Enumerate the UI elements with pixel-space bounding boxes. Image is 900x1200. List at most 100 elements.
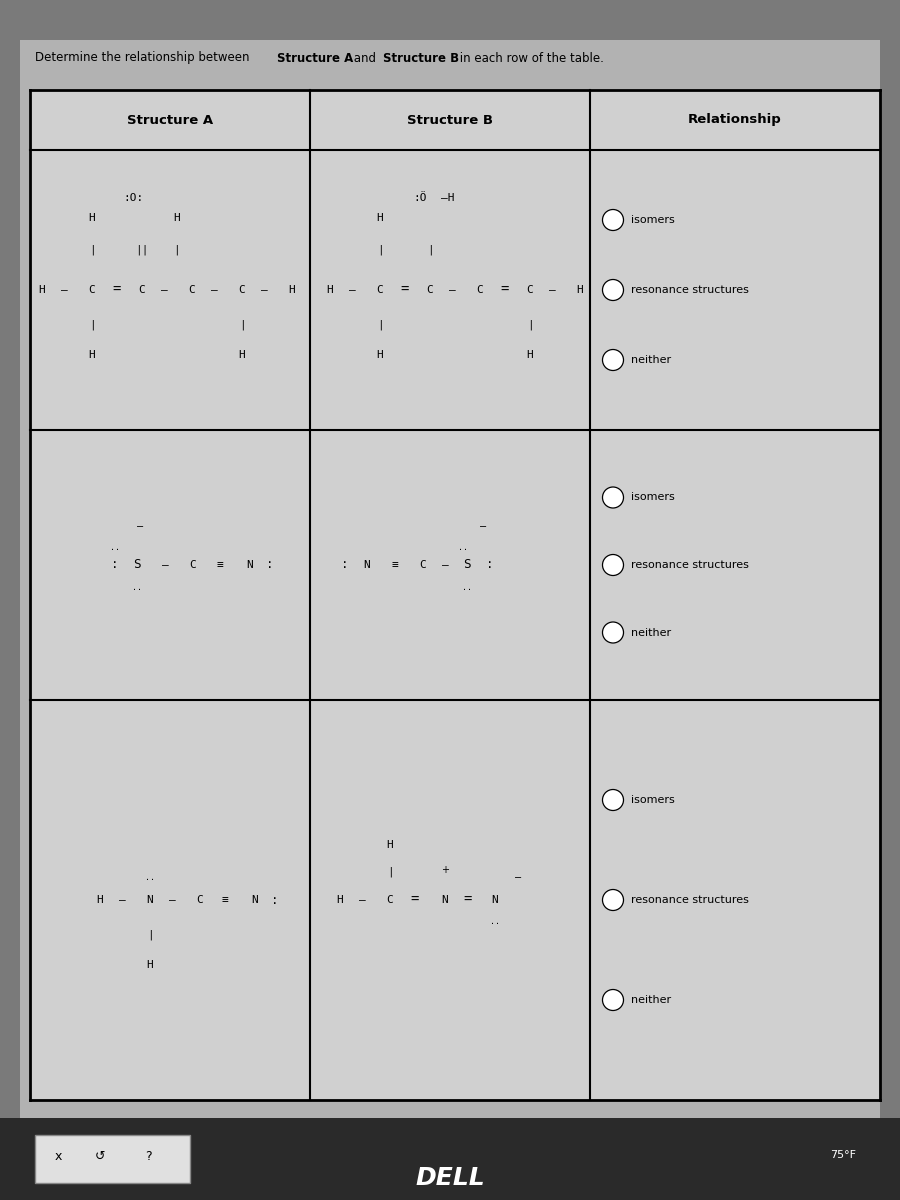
- Text: ≡: ≡: [392, 560, 399, 570]
- Text: —: —: [168, 895, 176, 905]
- Text: H: H: [88, 214, 95, 223]
- Text: C: C: [190, 560, 196, 570]
- Text: :: :: [271, 894, 279, 906]
- Circle shape: [602, 622, 624, 643]
- Text: C: C: [477, 284, 483, 295]
- Circle shape: [602, 487, 624, 508]
- Text: Relationship: Relationship: [688, 114, 782, 126]
- Text: —: —: [448, 284, 455, 295]
- Text: H: H: [147, 960, 153, 970]
- Text: —: —: [160, 284, 167, 295]
- Text: —: —: [549, 284, 555, 295]
- Text: H: H: [238, 350, 246, 360]
- Text: H: H: [327, 284, 333, 295]
- Text: =: =: [112, 283, 122, 296]
- Text: |: |: [147, 930, 153, 941]
- Text: ?: ?: [145, 1150, 151, 1163]
- Circle shape: [602, 790, 624, 810]
- Text: :O:: :O:: [124, 193, 144, 203]
- Text: C: C: [238, 284, 246, 295]
- Text: —: —: [162, 560, 168, 570]
- Text: N: N: [442, 895, 448, 905]
- Text: —H: —H: [441, 193, 454, 203]
- Text: |: |: [238, 319, 246, 330]
- Text: isomers: isomers: [631, 215, 675, 224]
- Circle shape: [602, 990, 624, 1010]
- Bar: [0, 1118, 900, 1200]
- Text: |: |: [88, 319, 95, 330]
- Text: C: C: [139, 284, 146, 295]
- Text: resonance structures: resonance structures: [631, 560, 749, 570]
- Text: —: —: [442, 560, 448, 570]
- Text: N: N: [247, 560, 254, 570]
- Text: =: =: [500, 283, 509, 296]
- Circle shape: [602, 554, 624, 576]
- Text: and: and: [350, 52, 380, 65]
- Text: N: N: [252, 895, 258, 905]
- Circle shape: [602, 210, 624, 230]
- Text: Structure B: Structure B: [407, 114, 493, 126]
- Text: ≡: ≡: [217, 560, 223, 570]
- Text: ||: ||: [135, 245, 148, 256]
- Text: C: C: [419, 560, 427, 570]
- Text: :: :: [112, 558, 119, 571]
- Text: C: C: [88, 284, 95, 295]
- Text: resonance structures: resonance structures: [631, 284, 749, 295]
- Text: :Ö: :Ö: [413, 193, 427, 203]
- Text: S: S: [133, 558, 140, 571]
- Text: C: C: [526, 284, 534, 295]
- Text: +: +: [441, 865, 449, 875]
- Text: |: |: [526, 319, 534, 330]
- Text: S: S: [464, 558, 471, 571]
- Text: ..: ..: [110, 542, 120, 552]
- Text: C: C: [376, 284, 383, 295]
- Text: :: :: [266, 558, 274, 571]
- Text: H: H: [526, 350, 534, 360]
- Text: |: |: [174, 245, 180, 256]
- Text: x: x: [55, 1150, 62, 1163]
- Text: ..: ..: [490, 918, 500, 926]
- Text: Structure A: Structure A: [127, 114, 213, 126]
- Text: N: N: [147, 895, 153, 905]
- Text: 75°F: 75°F: [830, 1150, 856, 1160]
- Text: neither: neither: [631, 628, 671, 637]
- Text: H: H: [174, 214, 180, 223]
- Text: −: −: [136, 522, 144, 532]
- Text: −: −: [479, 522, 487, 532]
- Text: —: —: [358, 895, 365, 905]
- Text: −: −: [514, 874, 522, 883]
- Text: Structure A: Structure A: [277, 52, 353, 65]
- Text: ↺: ↺: [95, 1150, 105, 1163]
- Text: |: |: [387, 866, 393, 877]
- Text: ≡: ≡: [221, 895, 229, 905]
- Text: in each row of the table.: in each row of the table.: [456, 52, 604, 65]
- Text: isomers: isomers: [631, 492, 675, 503]
- Text: :: :: [341, 558, 349, 571]
- Text: isomers: isomers: [631, 794, 675, 805]
- Text: C: C: [387, 895, 393, 905]
- Text: =: =: [400, 283, 410, 296]
- Text: —: —: [348, 284, 356, 295]
- Text: H: H: [387, 840, 393, 850]
- Text: H: H: [88, 350, 95, 360]
- Text: C: C: [189, 284, 195, 295]
- Text: |: |: [427, 245, 434, 256]
- Text: :: :: [486, 558, 494, 571]
- Text: |: |: [376, 245, 383, 256]
- Text: H: H: [337, 895, 344, 905]
- Text: —: —: [60, 284, 68, 295]
- Circle shape: [602, 349, 624, 371]
- Text: C: C: [427, 284, 434, 295]
- Text: N: N: [364, 560, 371, 570]
- Text: neither: neither: [631, 995, 671, 1006]
- Text: —: —: [261, 284, 267, 295]
- Text: =: =: [464, 893, 472, 907]
- Text: Structure B: Structure B: [383, 52, 459, 65]
- Text: ..: ..: [145, 874, 155, 882]
- Text: =: =: [410, 893, 419, 907]
- Bar: [35, 1135, 190, 1183]
- Text: DELL: DELL: [415, 1166, 485, 1190]
- Text: ..: ..: [462, 582, 472, 592]
- Text: C: C: [196, 895, 203, 905]
- Text: Determine the relationship between: Determine the relationship between: [35, 52, 253, 65]
